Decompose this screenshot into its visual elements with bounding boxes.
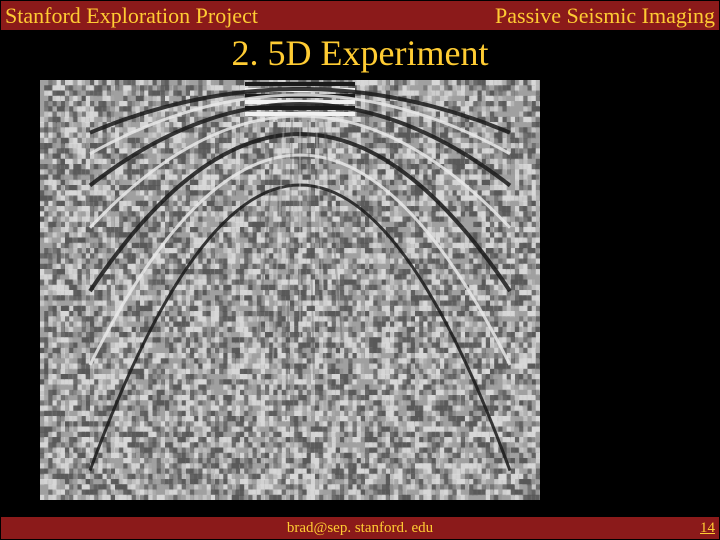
slide-title: 2. 5D Experiment xyxy=(0,32,720,74)
header-right-text: Passive Seismic Imaging xyxy=(491,3,719,29)
seismic-image xyxy=(40,80,540,500)
seismic-data-plot xyxy=(40,80,540,500)
footer-bar: brad@sep. stanford. edu 14 xyxy=(0,516,720,540)
header-left-text: Stanford Exploration Project xyxy=(1,3,262,29)
header-bar: Stanford Exploration Project Passive Sei… xyxy=(0,0,720,31)
page-number: 14 xyxy=(700,520,715,537)
footer-email: brad@sep. stanford. edu xyxy=(287,520,433,537)
